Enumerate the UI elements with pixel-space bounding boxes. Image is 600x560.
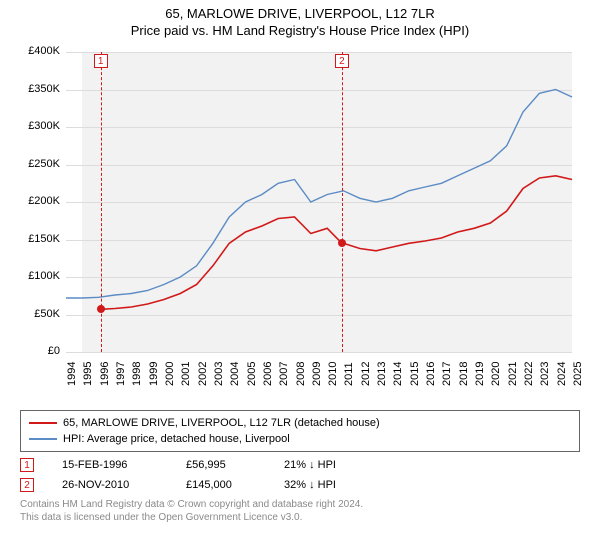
title-line-2: Price paid vs. HM Land Registry's House …	[0, 23, 600, 38]
sales-table: 1 15-FEB-1996 £56,995 21% ↓ HPI 2 26-NOV…	[20, 458, 580, 492]
attribution-text: Contains HM Land Registry data © Crown c…	[20, 498, 580, 524]
legend-swatch	[29, 438, 57, 440]
chart-svg	[20, 46, 580, 406]
chart-legend: 65, MARLOWE DRIVE, LIVERPOOL, L12 7LR (d…	[20, 410, 580, 452]
sale-guideline	[342, 52, 343, 352]
sale-point-icon	[97, 305, 105, 313]
sale-date: 26-NOV-2010	[62, 479, 158, 491]
legend-label: 65, MARLOWE DRIVE, LIVERPOOL, L12 7LR (d…	[63, 417, 380, 429]
legend-row: 65, MARLOWE DRIVE, LIVERPOOL, L12 7LR (d…	[29, 415, 571, 431]
sale-row: 2 26-NOV-2010 £145,000 32% ↓ HPI	[20, 478, 580, 492]
legend-row: HPI: Average price, detached house, Live…	[29, 431, 571, 447]
title-line-1: 65, MARLOWE DRIVE, LIVERPOOL, L12 7LR	[0, 6, 600, 21]
series-line-hpi	[66, 90, 572, 299]
price-chart: £0£50K£100K£150K£200K£250K£300K£350K£400…	[20, 46, 580, 406]
sale-marker-icon: 2	[20, 478, 34, 492]
sale-price: £56,995	[186, 459, 256, 471]
sale-row: 1 15-FEB-1996 £56,995 21% ↓ HPI	[20, 458, 580, 472]
chart-header: 65, MARLOWE DRIVE, LIVERPOOL, L12 7LR Pr…	[0, 0, 600, 38]
sale-marker-box: 1	[94, 54, 108, 68]
series-line-property	[101, 176, 572, 309]
sale-point-icon	[338, 239, 346, 247]
sale-marker-icon: 1	[20, 458, 34, 472]
sale-price: £145,000	[186, 479, 256, 491]
sale-date: 15-FEB-1996	[62, 459, 158, 471]
sale-delta: 32% ↓ HPI	[284, 479, 374, 491]
legend-swatch	[29, 422, 57, 424]
sale-marker-box: 2	[335, 54, 349, 68]
sale-delta: 21% ↓ HPI	[284, 459, 374, 471]
legend-label: HPI: Average price, detached house, Live…	[63, 433, 290, 445]
